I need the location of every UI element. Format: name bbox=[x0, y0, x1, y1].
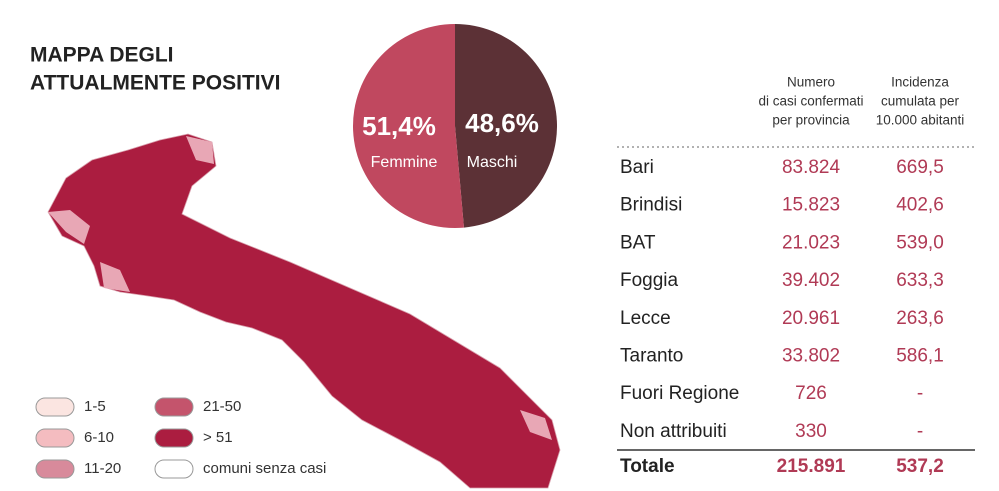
table-header: per provincia bbox=[772, 113, 850, 128]
title: MAPPA DEGLI bbox=[30, 44, 174, 67]
total-number: 215.891 bbox=[777, 456, 846, 477]
table-header: Numero bbox=[787, 75, 835, 90]
total-label: Totale bbox=[620, 456, 675, 477]
province-name: Non attribuiti bbox=[620, 421, 727, 442]
table-number: 402,6 bbox=[896, 195, 944, 216]
table-number: 39.402 bbox=[782, 270, 840, 291]
legend-label: 6-10 bbox=[84, 429, 114, 446]
total-number: 537,2 bbox=[896, 456, 944, 477]
province-name: Fuori Regione bbox=[620, 383, 739, 404]
table-number: 33.802 bbox=[782, 346, 840, 367]
province-name: Bari bbox=[620, 157, 654, 178]
table-number: - bbox=[917, 383, 923, 404]
table-number: 539,0 bbox=[896, 232, 944, 253]
table-header: cumulata per bbox=[881, 94, 960, 109]
province-name: Foggia bbox=[620, 270, 679, 291]
legend-swatch bbox=[154, 428, 194, 448]
table-number: 330 bbox=[795, 421, 827, 442]
table-number: 263,6 bbox=[896, 308, 944, 329]
table-number: 726 bbox=[795, 383, 827, 404]
table-number: 21.023 bbox=[782, 232, 840, 253]
legend-label: > 51 bbox=[203, 429, 233, 446]
pie-category-label: Femmine bbox=[371, 154, 438, 171]
table-number: 83.824 bbox=[782, 157, 841, 178]
table-number: 15.823 bbox=[782, 195, 840, 216]
table-header: 10.000 abitanti bbox=[876, 113, 965, 128]
table-number: - bbox=[917, 421, 923, 442]
table-number: 669,5 bbox=[896, 157, 944, 178]
province-name: BAT bbox=[620, 232, 656, 253]
pie-category-label: Maschi bbox=[467, 154, 518, 171]
legend-swatch bbox=[35, 397, 75, 417]
province-name: Lecce bbox=[620, 308, 671, 329]
pie-value-label: 48,6% bbox=[465, 108, 539, 138]
table-number: 586,1 bbox=[896, 346, 944, 367]
pie-value-label: 51,4% bbox=[362, 111, 436, 141]
table-header: di casi confermati bbox=[758, 94, 863, 109]
legend-label: 11-20 bbox=[84, 460, 121, 477]
province-name: Taranto bbox=[620, 346, 683, 367]
legend-label: 1-5 bbox=[84, 398, 106, 415]
province-name: Brindisi bbox=[620, 195, 682, 216]
legend-swatch bbox=[154, 459, 194, 479]
legend-swatch bbox=[35, 459, 75, 479]
legend-swatch bbox=[154, 397, 194, 417]
legend-label: 21-50 bbox=[203, 398, 241, 415]
table-number: 633,3 bbox=[896, 270, 944, 291]
title: ATTUALMENTE POSITIVI bbox=[30, 72, 280, 95]
pie-slice bbox=[353, 24, 464, 228]
table-header: Incidenza bbox=[891, 75, 949, 90]
map-puglia bbox=[47, 133, 561, 489]
legend-swatch bbox=[35, 428, 75, 448]
table-number: 20.961 bbox=[782, 308, 840, 329]
legend-label: comuni senza casi bbox=[203, 460, 326, 477]
pie-slice bbox=[455, 24, 558, 228]
